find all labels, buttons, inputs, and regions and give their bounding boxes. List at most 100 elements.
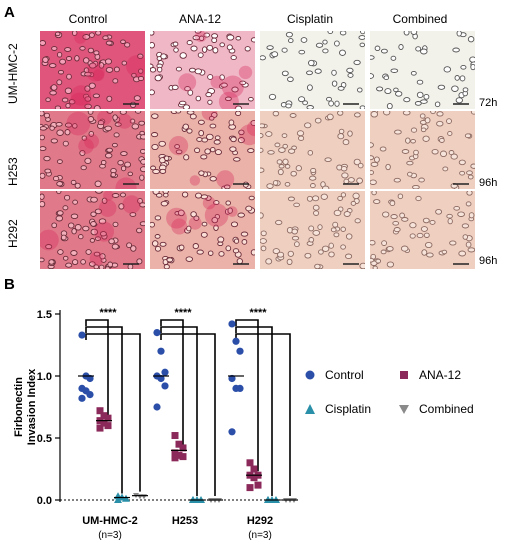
cell-pore xyxy=(250,119,255,127)
cell-pore xyxy=(360,31,365,35)
cell-pore xyxy=(466,170,473,176)
cell-pore xyxy=(150,31,155,36)
cell-pore xyxy=(406,160,414,166)
cell-pore xyxy=(470,111,475,115)
cell-pore xyxy=(400,245,409,252)
cell-pore xyxy=(82,225,90,232)
cell-pore xyxy=(407,171,413,177)
data-point-ana-12 xyxy=(250,474,258,482)
y-tick-label: 1.5 xyxy=(37,309,52,321)
cell-pore xyxy=(120,151,128,157)
cell-pore xyxy=(431,148,439,155)
cell-pore xyxy=(456,31,462,37)
cell-pore xyxy=(88,130,95,137)
cell-pore xyxy=(347,72,354,78)
cell-pore xyxy=(120,39,126,44)
cell-pore xyxy=(359,262,365,269)
cell-pore xyxy=(56,79,63,86)
cell-pore xyxy=(277,168,284,176)
cell-pore xyxy=(228,119,235,126)
cell-pore xyxy=(80,259,86,265)
cell-pore xyxy=(266,45,274,50)
cell-pore xyxy=(458,159,466,166)
cell-pore xyxy=(287,196,295,202)
cell-pore xyxy=(114,122,122,127)
data-point-control xyxy=(78,331,86,339)
time-label-96h-h253: 96h xyxy=(479,177,498,189)
cell-pore xyxy=(462,87,469,93)
stain-blob xyxy=(171,218,188,235)
cell-pore xyxy=(175,149,183,155)
cell-pore xyxy=(370,73,375,79)
cell-pore xyxy=(67,222,75,229)
cell-pore xyxy=(340,226,346,232)
cell-pore xyxy=(313,210,320,216)
micrograph-image xyxy=(150,191,255,269)
cell-pore xyxy=(88,32,95,38)
cell-pore xyxy=(470,63,475,71)
cell-pore xyxy=(111,142,118,148)
cell-pore xyxy=(139,134,145,140)
cell-pore xyxy=(302,100,308,106)
cell-pore xyxy=(401,149,410,154)
cell-pore xyxy=(340,244,346,250)
cell-pore xyxy=(195,192,202,199)
significance-bracket xyxy=(235,319,259,472)
cell-pore xyxy=(177,209,185,217)
cell-pore xyxy=(350,200,357,206)
cell-pore xyxy=(90,211,97,217)
cell-pore xyxy=(230,55,237,61)
cell-pore xyxy=(173,47,179,53)
cell-pore xyxy=(275,219,283,226)
significance-bracket xyxy=(160,319,184,447)
cell-pore xyxy=(370,55,375,60)
cell-pore xyxy=(84,96,92,102)
cell-pore xyxy=(327,31,334,35)
cell-pore xyxy=(51,46,58,51)
stain-blob xyxy=(78,138,94,154)
cell-pore xyxy=(106,95,113,102)
cell-pore xyxy=(447,130,453,137)
cell-pore xyxy=(106,147,113,153)
cell-pore xyxy=(373,156,380,163)
cell-pore xyxy=(442,166,449,172)
cell-pore xyxy=(186,225,192,232)
cell-pore xyxy=(266,183,274,189)
cell-pore xyxy=(127,263,134,269)
data-point-control xyxy=(86,391,94,399)
stain-blob xyxy=(117,113,133,129)
cell-pore xyxy=(137,53,144,60)
cell-pore xyxy=(84,157,92,165)
cell-pore xyxy=(196,137,203,142)
cell-pore xyxy=(370,257,375,263)
y-axis-label-line: Invasion Index xyxy=(26,368,38,445)
cell-pore xyxy=(65,56,73,61)
cell-pore xyxy=(61,97,69,103)
cell-pore xyxy=(211,33,219,39)
significance-bracket xyxy=(235,333,291,496)
cell-pore xyxy=(81,135,88,141)
cell-pore xyxy=(56,191,62,195)
data-point-ana-12 xyxy=(96,424,104,432)
data-point-control xyxy=(161,382,169,390)
cell-pore xyxy=(345,253,353,260)
x-category-note: (n=3) xyxy=(98,530,122,541)
data-point-control xyxy=(157,374,165,383)
cell-pore xyxy=(40,126,48,131)
column-header-cisplatin: Cisplatin xyxy=(286,12,334,26)
significance-bracket xyxy=(85,326,123,494)
cell-pore xyxy=(136,227,143,234)
micrograph-image xyxy=(40,31,145,109)
micrograph-tile xyxy=(40,31,145,109)
cell-pore xyxy=(223,184,231,189)
data-point-control xyxy=(228,320,236,328)
x-category-label: UM-HMC-2 xyxy=(82,515,138,527)
x-category-label: H292 xyxy=(247,515,273,527)
data-point-cisplatin xyxy=(114,496,122,503)
stain-blob xyxy=(70,85,92,106)
cell-pore xyxy=(154,74,162,82)
cell-pore xyxy=(226,44,233,51)
stain-blob xyxy=(94,221,115,242)
cell-pore xyxy=(95,191,103,194)
cell-pore xyxy=(160,200,169,207)
